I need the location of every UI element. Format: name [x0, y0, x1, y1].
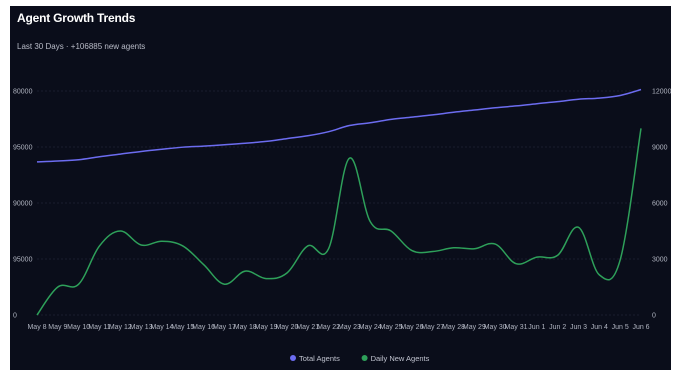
right-axis-tick-label: 6000: [652, 201, 668, 208]
legend-marker: [290, 355, 296, 361]
x-axis-tick-label: Jun 2: [549, 324, 566, 331]
x-axis-tick-label: May 25: [380, 324, 403, 331]
x-axis-tick-label: May 8: [27, 324, 46, 331]
x-axis-tick-label: May 24: [359, 324, 382, 331]
series-line-total-agents: [36, 88, 642, 163]
right-axis-tick-label: 12000: [652, 89, 671, 96]
left-axis-tick-label: 95000: [13, 145, 33, 152]
x-axis-tick-label: May 11: [88, 324, 111, 331]
x-axis-tick-label: Jun 1: [528, 324, 545, 331]
x-axis-tick-label: May 23: [338, 324, 361, 331]
x-axis-tick-label: May 26: [400, 324, 423, 331]
x-axis-tick-label: May 9: [48, 324, 67, 331]
x-axis-tick-label: May 16: [192, 324, 215, 331]
chart-subtitle: Last 30 Days · +106885 new agents: [17, 42, 146, 51]
x-axis-tick-label: May 17: [213, 324, 236, 331]
x-axis-tick-label: May 15: [171, 324, 194, 331]
x-axis-tick-label: May 30: [484, 324, 507, 331]
x-axis-tick-label: May 31: [505, 324, 528, 331]
x-axis-tick-label: May 19: [255, 324, 278, 331]
right-axis-tick-label: 0: [652, 313, 656, 320]
x-axis-tick-label: May 14: [150, 324, 173, 331]
left-axis-tick-label: 0: [13, 313, 17, 320]
legend-label: Daily New Agents: [371, 354, 430, 363]
legend-label: Total Agents: [299, 354, 340, 363]
x-axis-tick-label: Jun 5: [612, 324, 629, 331]
chart-card: Agent Growth Trends Last 30 Days · +1068…: [10, 6, 671, 370]
right-axis-tick-label: 3000: [652, 257, 668, 264]
x-axis-tick-label: May 22: [317, 324, 340, 331]
x-axis-tick-label: May 12: [109, 324, 132, 331]
x-axis-tick-label: Jun 3: [570, 324, 587, 331]
left-axis-tick-label: 95000: [13, 257, 33, 264]
x-axis-tick-label: Jun 6: [632, 324, 649, 331]
line-chart: 0 95000 90000 95000 80000 0 3000 6000 9000 12000 M…: [13, 88, 671, 364]
right-axis-tick-label: 9000: [652, 145, 668, 152]
x-axis-tick-label: Jun 4: [591, 324, 608, 331]
chart-title: Agent Growth Trends: [17, 11, 136, 25]
x-axis-tick-label: May 28: [442, 324, 465, 331]
x-axis-tick-label: May 18: [234, 324, 257, 331]
series-line-daily-new-agents: [36, 128, 642, 316]
left-axis-tick-label: 90000: [13, 201, 33, 208]
x-axis-tick-label: May 20: [275, 324, 298, 331]
legend-marker: [361, 355, 368, 361]
left-axis-tick-label: 80000: [13, 89, 33, 96]
x-axis-tick-label: May 10: [67, 324, 90, 331]
x-axis-tick-label: May 21: [296, 324, 319, 331]
x-axis-tick-label: May 13: [130, 324, 153, 331]
x-axis-tick-label: May 27: [421, 324, 444, 331]
x-axis-tick-label: May 29: [463, 324, 486, 331]
